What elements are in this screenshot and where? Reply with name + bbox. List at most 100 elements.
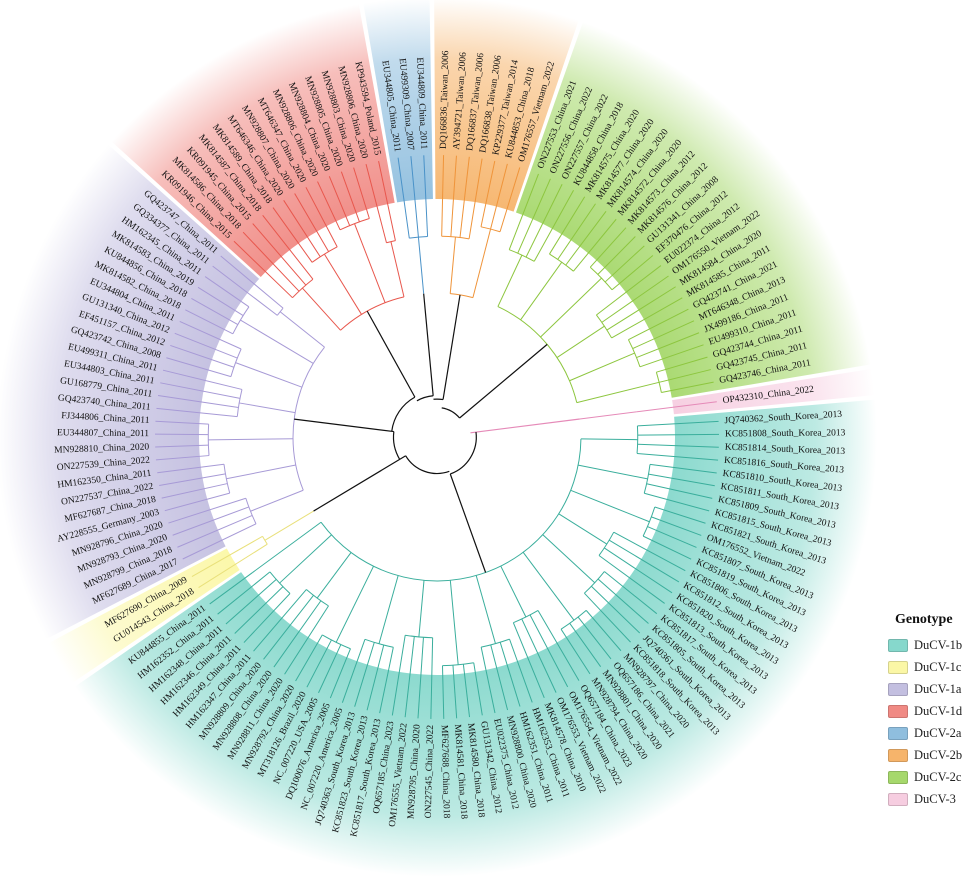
leaf-branch [182, 523, 257, 560]
leaf-branch [157, 463, 225, 474]
leaf-branch [557, 203, 596, 260]
backbone-branch [470, 418, 580, 434]
leaf-branch [628, 308, 689, 341]
internal-branch [520, 261, 563, 321]
leaf-branch [160, 382, 241, 399]
legend-label: DuCV-1b [914, 637, 963, 652]
internal-branch [418, 580, 425, 637]
legend-swatch [888, 638, 908, 652]
internal-node-arc [560, 610, 587, 630]
leaf-branch [637, 452, 719, 461]
leaf-branch [353, 167, 370, 219]
leaf-branch [644, 492, 710, 512]
internal-node-arc [405, 634, 433, 639]
leaf-branch [517, 178, 551, 254]
leaf-branch [243, 593, 291, 643]
leaf-branch [636, 332, 700, 359]
leaf-branch [233, 240, 293, 299]
backbone-arc [391, 396, 416, 432]
backbone-arc [405, 455, 450, 475]
internal-branch [576, 381, 660, 404]
leaf-branch [366, 644, 385, 711]
internal-node-arc [311, 246, 338, 263]
leaf-label: MF627688_China_2018 [439, 725, 451, 819]
clade-shading-2c [515, 21, 871, 398]
legend-title: Genotype [895, 612, 953, 627]
leaf-branch [533, 190, 574, 262]
tree-branches [155, 155, 719, 719]
internal-node-arc [643, 464, 651, 494]
leaf-branch [328, 176, 351, 226]
leaf-branch [197, 286, 244, 317]
leaf-branch [209, 572, 253, 605]
leaf-branch [651, 516, 702, 536]
leaf-branch [155, 444, 209, 448]
leaf-branch [341, 639, 366, 703]
leaf-branch [174, 332, 238, 359]
internal-branch [302, 287, 341, 331]
leaf-branch [253, 589, 307, 652]
leaf-branch [191, 535, 263, 577]
leaf-branch [525, 184, 563, 258]
leaf-branch [642, 535, 692, 560]
leaf-branch [225, 579, 277, 625]
leaf-branch [365, 163, 387, 243]
leaf-branch [317, 181, 341, 231]
leaf-branch [452, 665, 458, 719]
leaf-branch [156, 407, 238, 418]
leaf-branch [157, 395, 239, 408]
internal-branch [542, 534, 596, 584]
genotype-shading [0, 0, 877, 877]
leaf-branch [613, 531, 686, 572]
leaf-label: EU344809_China_2011 [414, 57, 428, 150]
leaf-branch [585, 610, 622, 652]
legend-swatch [888, 660, 908, 674]
backbone-arc [450, 432, 477, 475]
leaf-branch [573, 218, 617, 272]
leaf-branch [604, 547, 673, 594]
legend-label: DuCV-1a [914, 681, 962, 696]
backbone-branch [423, 293, 434, 396]
internal-branch [449, 237, 456, 294]
leaf-branch [632, 320, 695, 350]
internal-node-arc [598, 531, 615, 556]
leaf-branch [509, 638, 533, 703]
leaf-branch [480, 647, 496, 714]
leaf-branch [170, 344, 235, 368]
internal-branch [579, 411, 637, 420]
leaf-label: MN928810_China_2020 [54, 442, 150, 455]
clade-shading-2b [434, 0, 579, 212]
leaf-branch [340, 171, 360, 222]
leaf-branch [508, 173, 539, 250]
leaf-branch [391, 635, 406, 716]
clade-shading-1d [111, 4, 395, 278]
clade-shading-2a [363, 0, 433, 203]
backbone-arc [441, 407, 461, 419]
internal-node-arc [584, 571, 605, 594]
leaf-branch [378, 161, 396, 241]
leaf-branch [172, 506, 250, 536]
internal-branch [239, 402, 296, 414]
internal-branch [417, 237, 425, 294]
backbone-branch [442, 294, 461, 400]
leaf-branch [410, 156, 419, 238]
leaf-branch [490, 163, 508, 230]
backbone-arc [416, 395, 434, 402]
leaf-branch [404, 636, 415, 718]
leaf-branch [166, 357, 232, 378]
internal-branch [240, 319, 314, 364]
leaf-branch [499, 167, 521, 232]
internal-branch [208, 438, 294, 441]
leaf-branch [155, 420, 209, 425]
backbone-branch [449, 473, 487, 573]
leaf-branch [273, 600, 322, 668]
leaf-branch [611, 255, 654, 291]
internal-branch [378, 575, 399, 644]
leaf-branch [263, 594, 314, 660]
legend-item-ducv-2b: DuCV-2b [888, 744, 975, 766]
leaf-branch [155, 433, 209, 436]
leaf-label: ON227545_China_2022 [424, 725, 436, 819]
leaf-branch [549, 196, 586, 255]
leaf-branch [191, 297, 239, 326]
